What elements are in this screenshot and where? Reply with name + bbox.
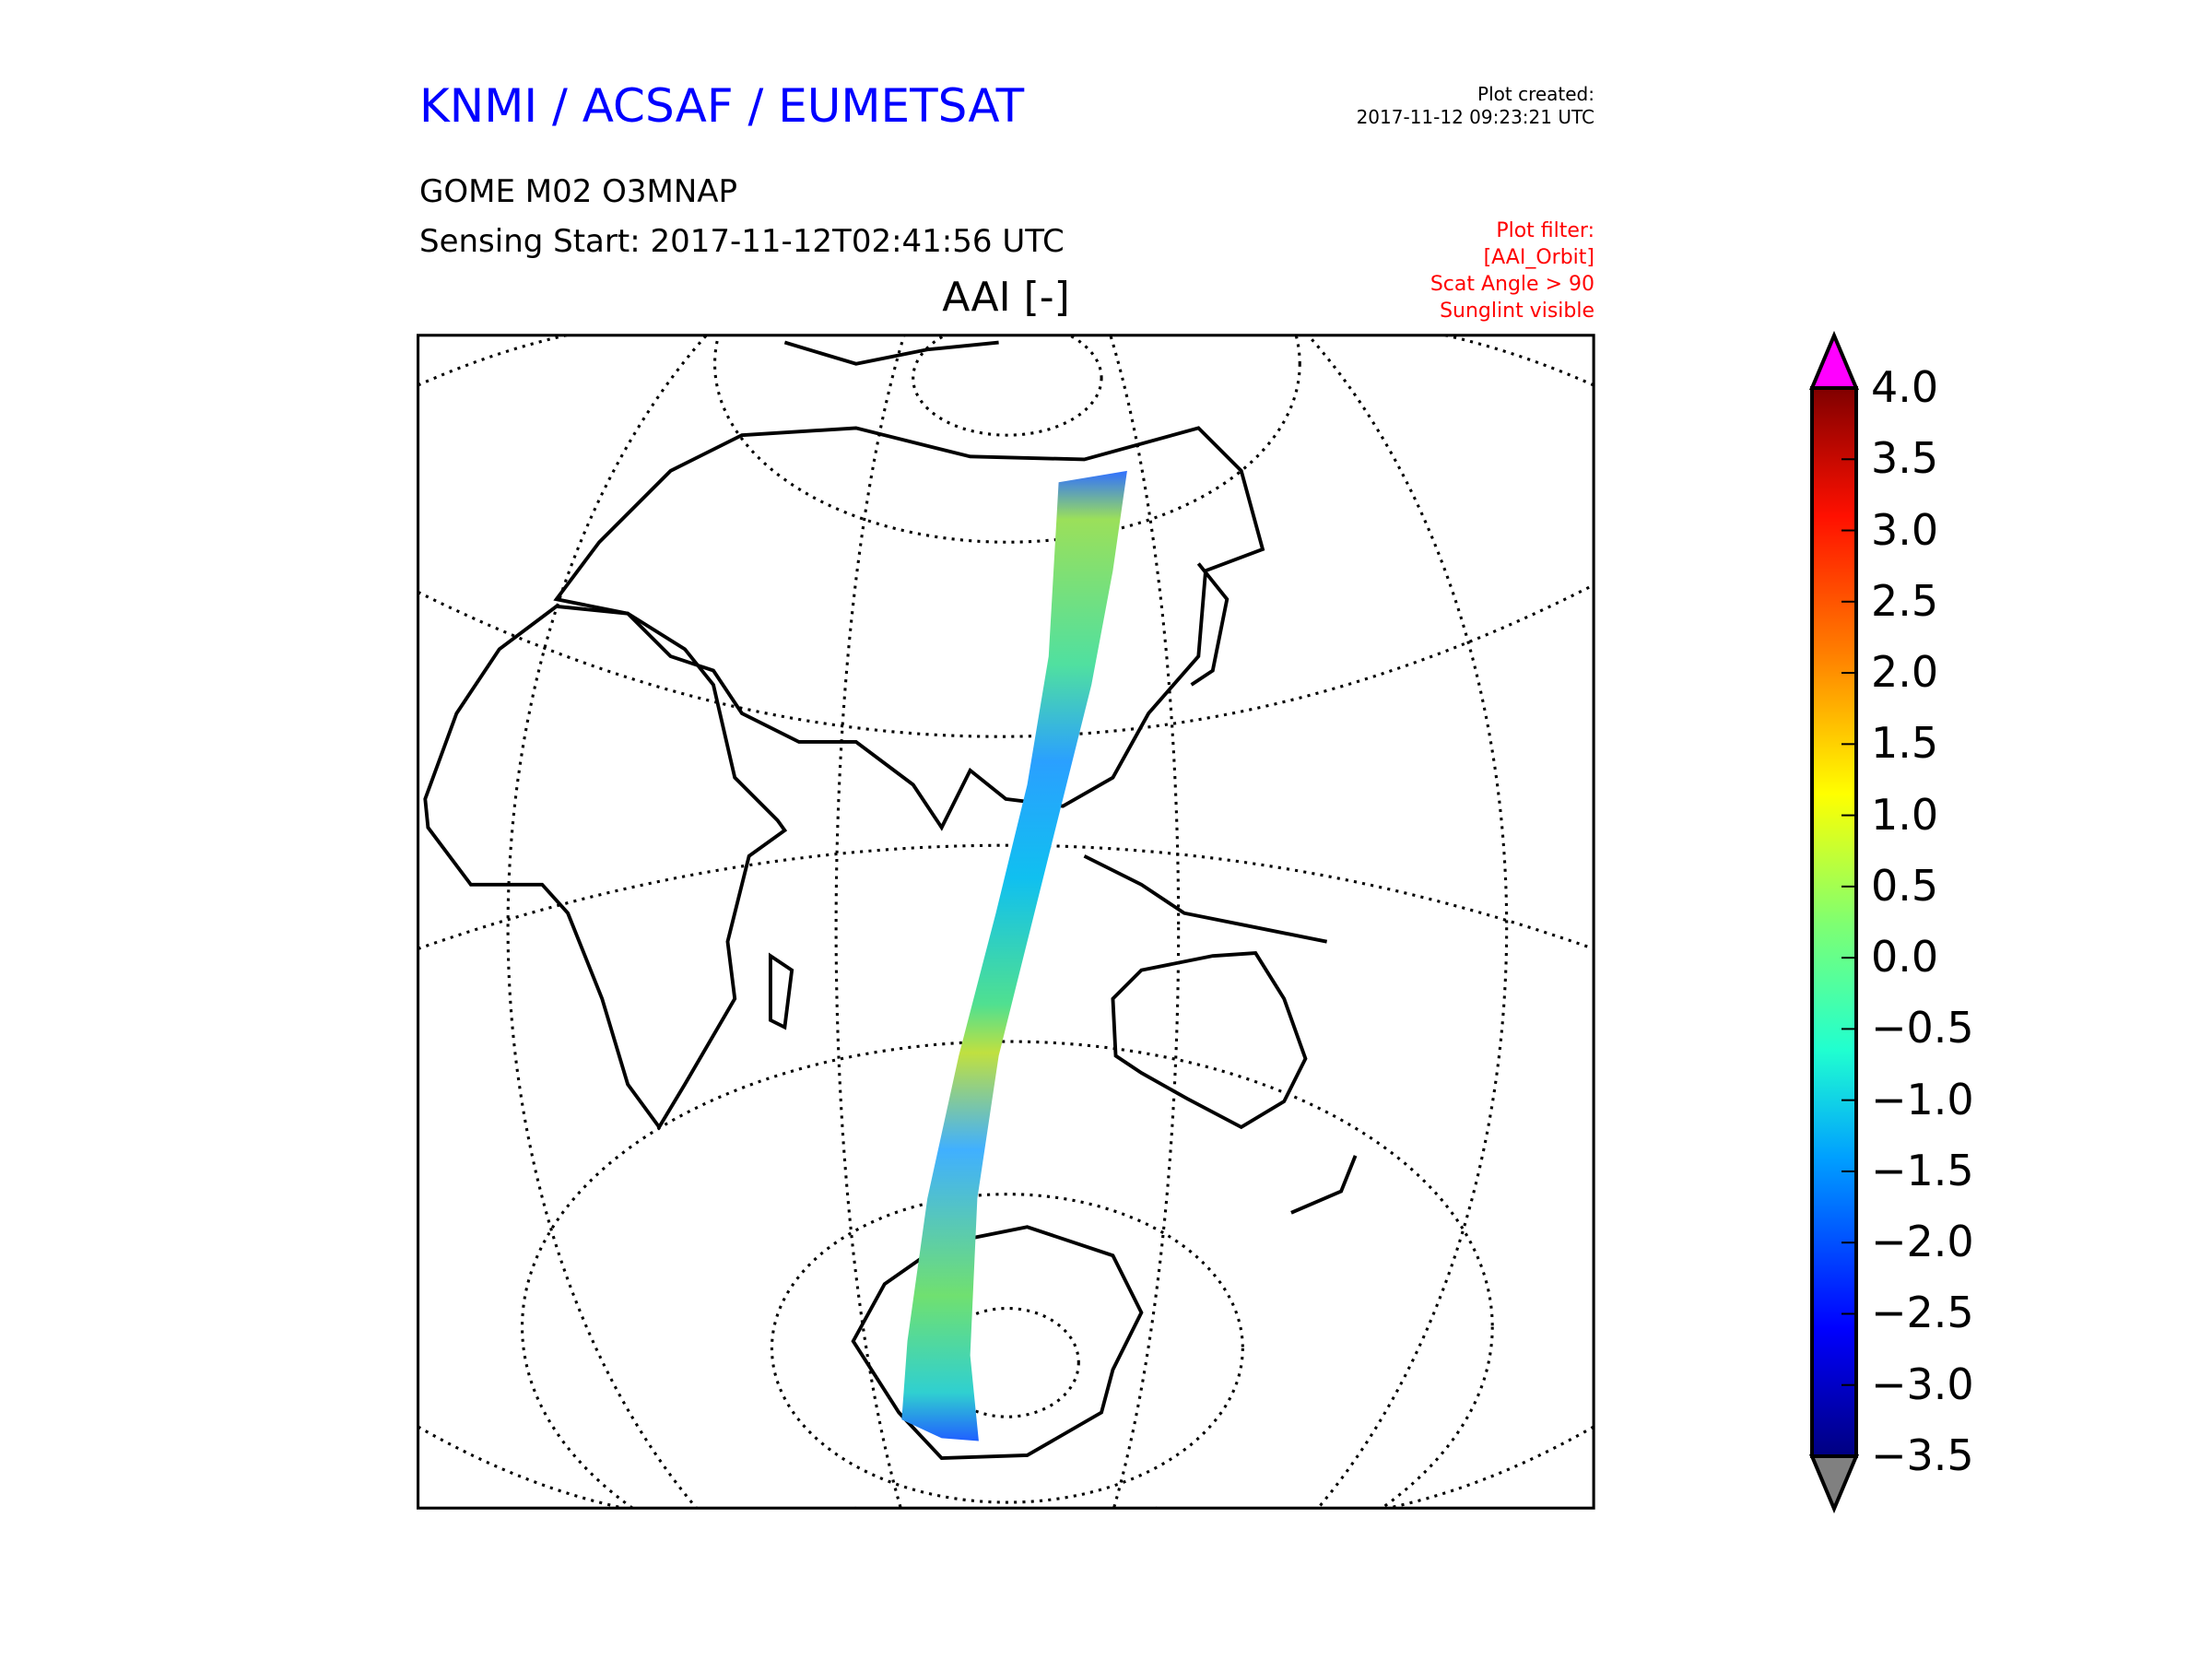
- colorbar-tick-label: 3.5: [1871, 433, 1939, 484]
- product-name: GOME M02 O3MNAP: [419, 173, 738, 210]
- map-title: AAI [-]: [942, 274, 1070, 321]
- colorbar-tick-label: −3.5: [1871, 1430, 1974, 1480]
- filter-line: Scat Angle > 90: [1430, 273, 1594, 296]
- filter-line: Plot filter:: [1496, 219, 1594, 242]
- plot-created-label: Plot created:: [1477, 83, 1594, 105]
- colorbar-tick-label: 1.0: [1871, 789, 1939, 840]
- coastlines: [423, 340, 1358, 1461]
- colorbar-tick-label: 0.0: [1871, 932, 1939, 982]
- colorbar-tick-label: −3.0: [1871, 1359, 1974, 1409]
- colorbar-tick-label: −1.0: [1871, 1074, 1974, 1124]
- agency-title: KNMI / ACSAF / EUMETSAT: [419, 79, 1025, 133]
- colorbar-tick-label: 1.5: [1871, 718, 1939, 769]
- colorbar-bar: [1810, 386, 1858, 1458]
- filter-line: Sunglint visible: [1440, 300, 1594, 323]
- map-area: [418, 335, 1594, 1509]
- colorbar-tick-label: 0.5: [1871, 860, 1939, 911]
- colorbar-tick-label: −1.5: [1871, 1145, 1974, 1195]
- colorbar-tick-label: 2.0: [1871, 647, 1939, 698]
- colorbar-tick-label: 2.5: [1871, 575, 1939, 626]
- colorbar-tick-label: 3.0: [1871, 504, 1939, 555]
- colorbar-tick-label: −2.5: [1871, 1288, 1974, 1338]
- map-frame: [417, 334, 1595, 1510]
- plot-created: Plot created: 2017-11-12 09:23:21 UTC: [1357, 83, 1594, 129]
- aai-swath: [901, 470, 1127, 1441]
- filter-line: [AAI_Orbit]: [1483, 246, 1594, 269]
- colorbar-tick-label: −2.0: [1871, 1217, 1974, 1267]
- plot-created-value: 2017-11-12 09:23:21 UTC: [1356, 106, 1594, 128]
- colorbar-over-extension: [1808, 330, 1860, 390]
- plot-filter: Plot filter: [AAI_Orbit] Scat Angle > 90…: [1430, 218, 1594, 324]
- sensing-start: Sensing Start: 2017-11-12T02:41:56 UTC: [419, 223, 1065, 260]
- colorbar-under-extension: [1808, 1454, 1860, 1514]
- graticule: [418, 335, 1594, 1509]
- colorbar: [1808, 330, 1860, 1514]
- colorbar-tick-label: −0.5: [1871, 1003, 1974, 1053]
- colorbar-tick-label: 4.0: [1871, 362, 1939, 412]
